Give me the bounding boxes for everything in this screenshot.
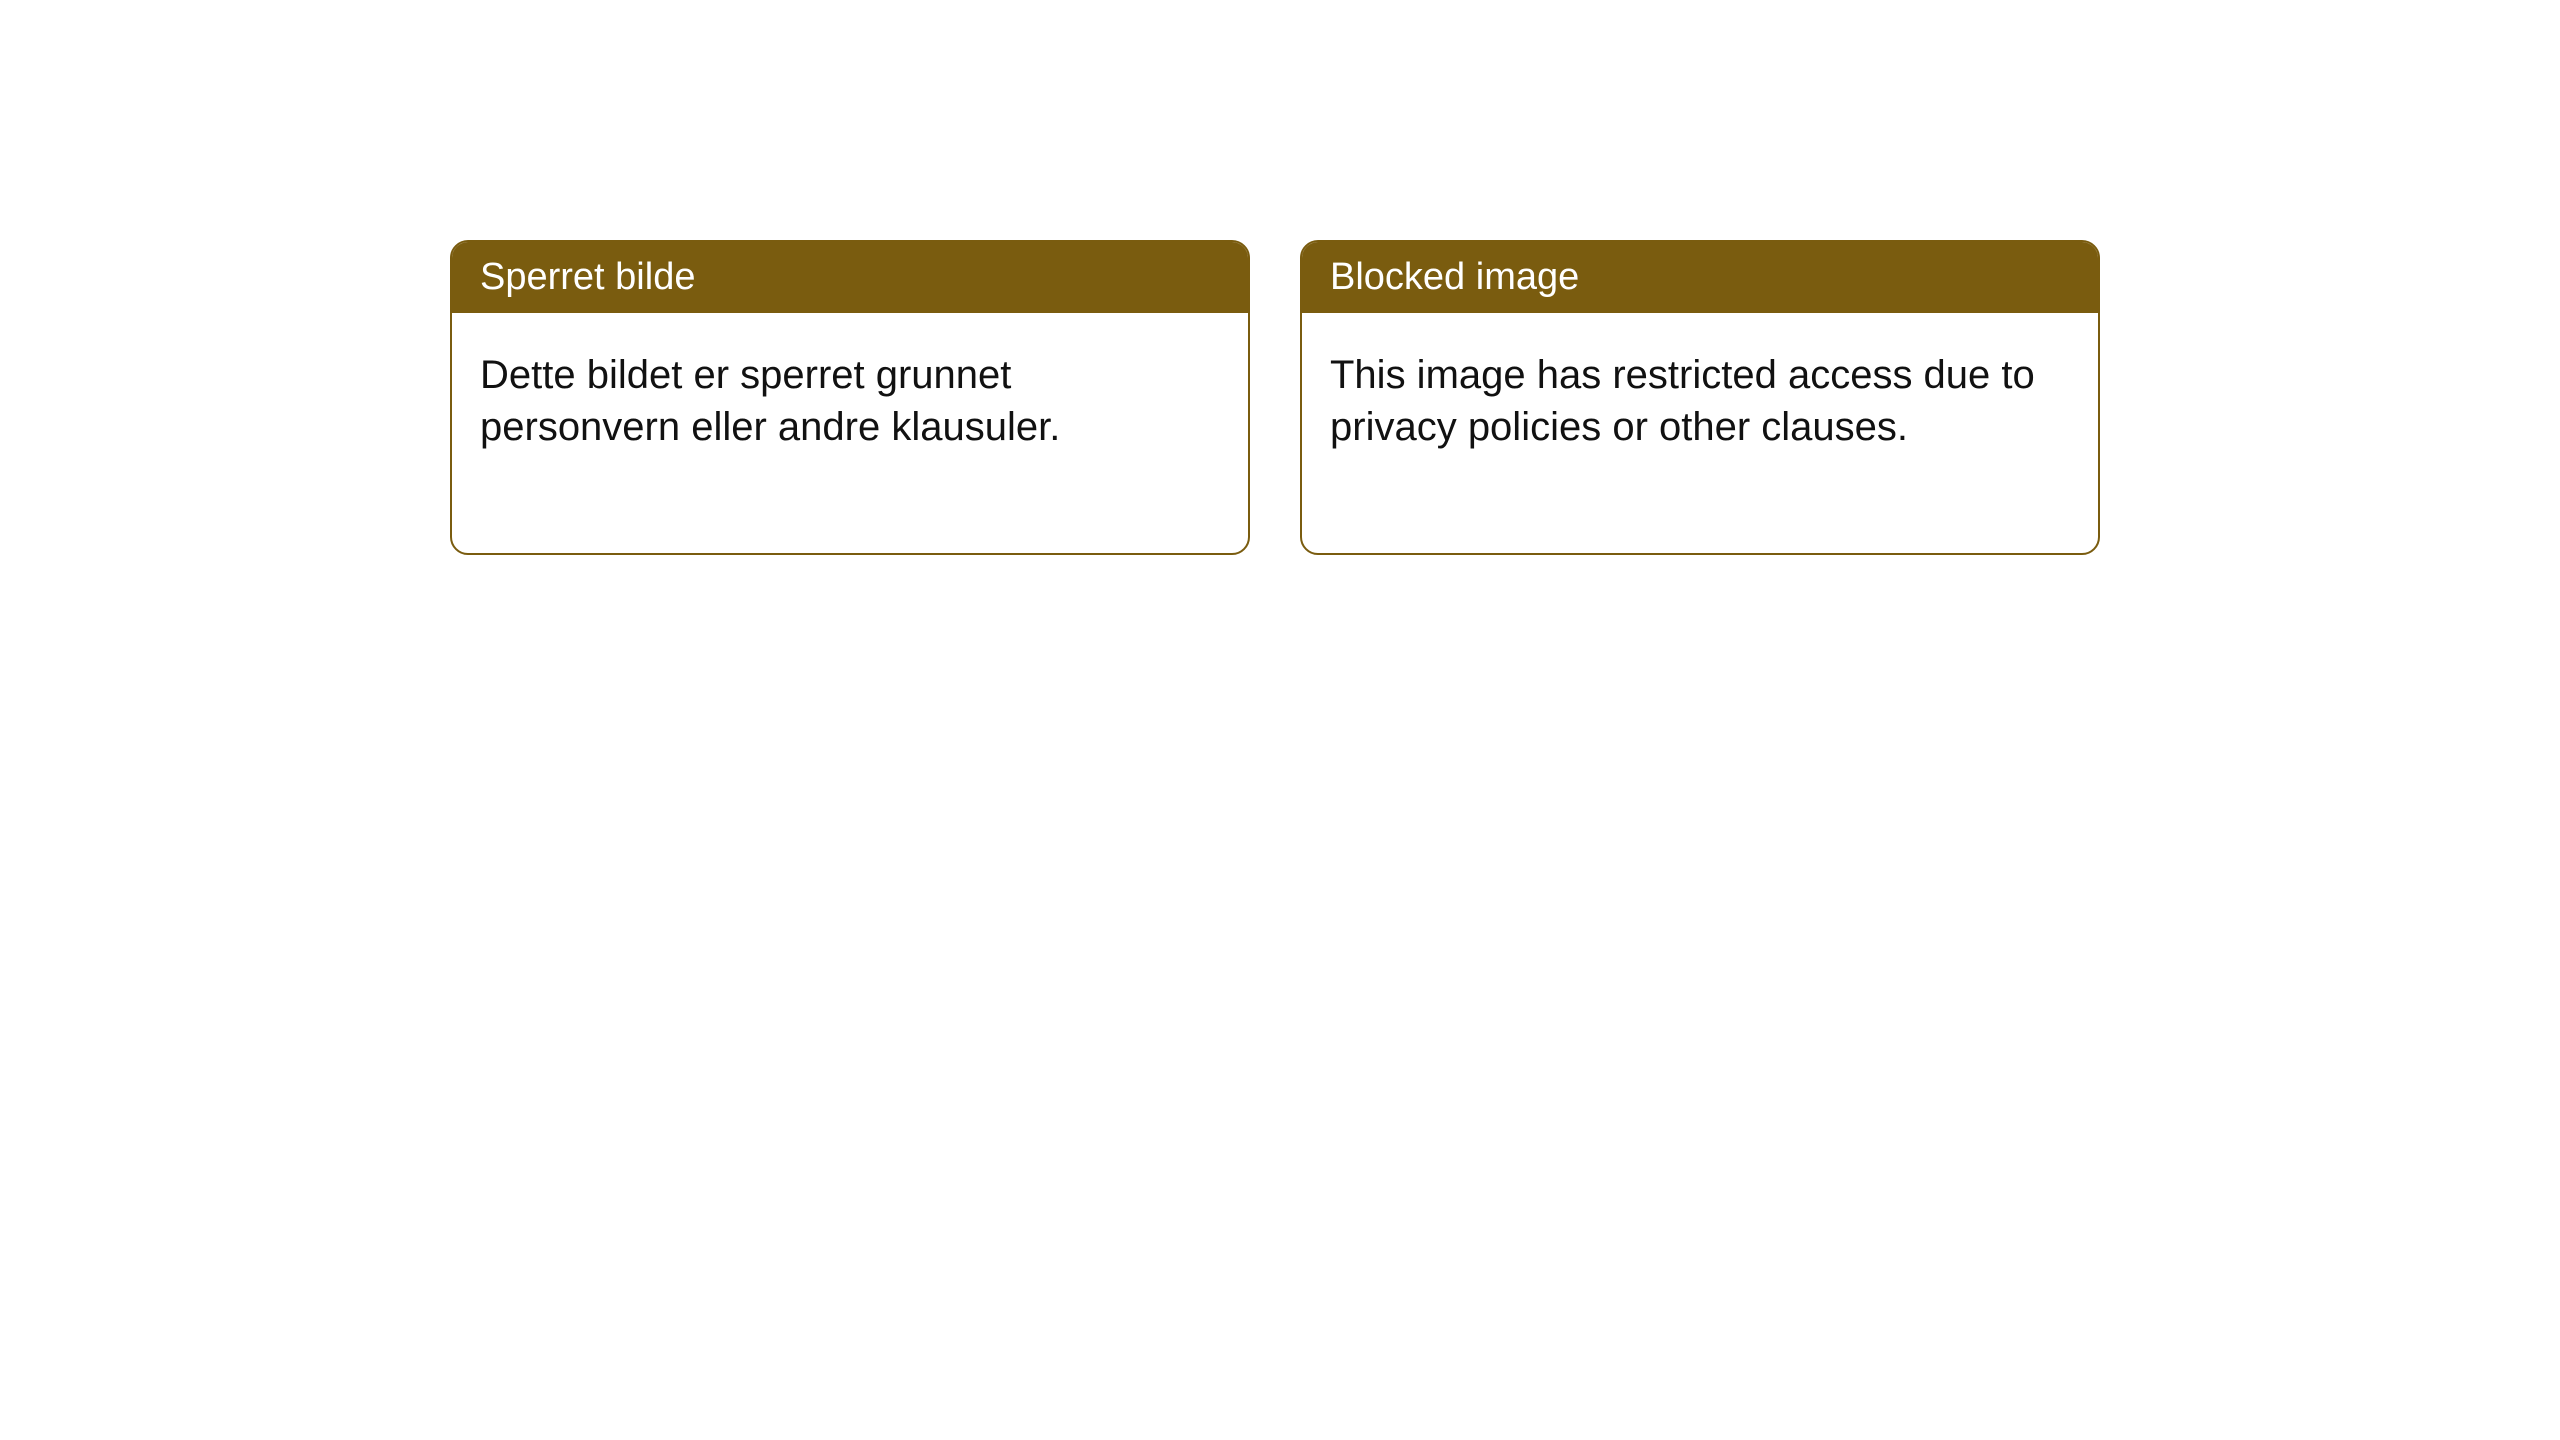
card-title: Sperret bilde [480,256,695,298]
card-header: Sperret bilde [452,242,1248,313]
card-body-text: Dette bildet er sperret grunnet personve… [480,353,1060,449]
notice-container: Sperret bilde Dette bildet er sperret gr… [450,240,2100,555]
card-body: This image has restricted access due to … [1302,313,2098,553]
card-title: Blocked image [1330,256,1579,298]
card-body-text: This image has restricted access due to … [1330,353,2035,449]
card-body: Dette bildet er sperret grunnet personve… [452,313,1248,553]
card-header: Blocked image [1302,242,2098,313]
notice-card-english: Blocked image This image has restricted … [1300,240,2100,555]
notice-card-norwegian: Sperret bilde Dette bildet er sperret gr… [450,240,1250,555]
